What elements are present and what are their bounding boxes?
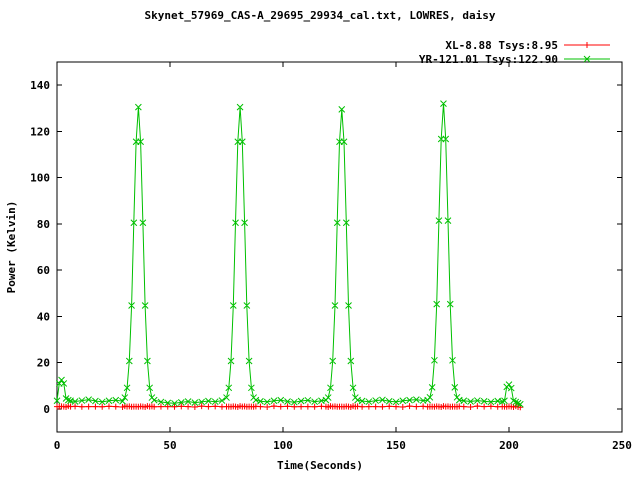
series-yr [53,100,524,408]
plus-markers [54,403,524,411]
data-line [56,103,521,405]
x-tick-label: 200 [499,439,519,452]
x-tick-label: 50 [163,439,176,452]
chart-title: Skynet_57969_CAS-A_29695_29934_cal.txt, … [144,9,496,22]
y-tick-label: 80 [37,218,50,231]
y-tick-label: 140 [30,79,50,92]
x-axis-label: Time(Seconds) [276,459,364,472]
legend-sample-marker [583,55,591,63]
x-tick-label: 0 [54,439,61,452]
y-tick-label: 100 [30,172,50,185]
y-axis-ticks: 0 20 40 60 80 100 120 140 [30,79,622,416]
plot-border [56,61,623,433]
y-tick-label: 0 [43,403,50,416]
x-tick-label: 100 [273,439,293,452]
series-xl [54,403,524,411]
x-tick-label: 250 [612,439,632,452]
axes-group [56,61,623,433]
legend-label: YR-121.01 Tsys:122.90 [419,53,558,66]
legend-label: XL-8.88 Tsys:8.95 [445,39,558,52]
y-tick-label: 40 [37,310,50,323]
y-tick-label: 120 [30,125,50,138]
y-tick-label: 20 [37,357,50,370]
cross-markers [53,100,524,408]
x-axis-ticks: 0 50 100 150 200 250 [54,62,632,452]
y-tick-label: 60 [37,264,50,277]
x-tick-label: 150 [386,439,406,452]
legend-sample-marker [584,42,590,48]
